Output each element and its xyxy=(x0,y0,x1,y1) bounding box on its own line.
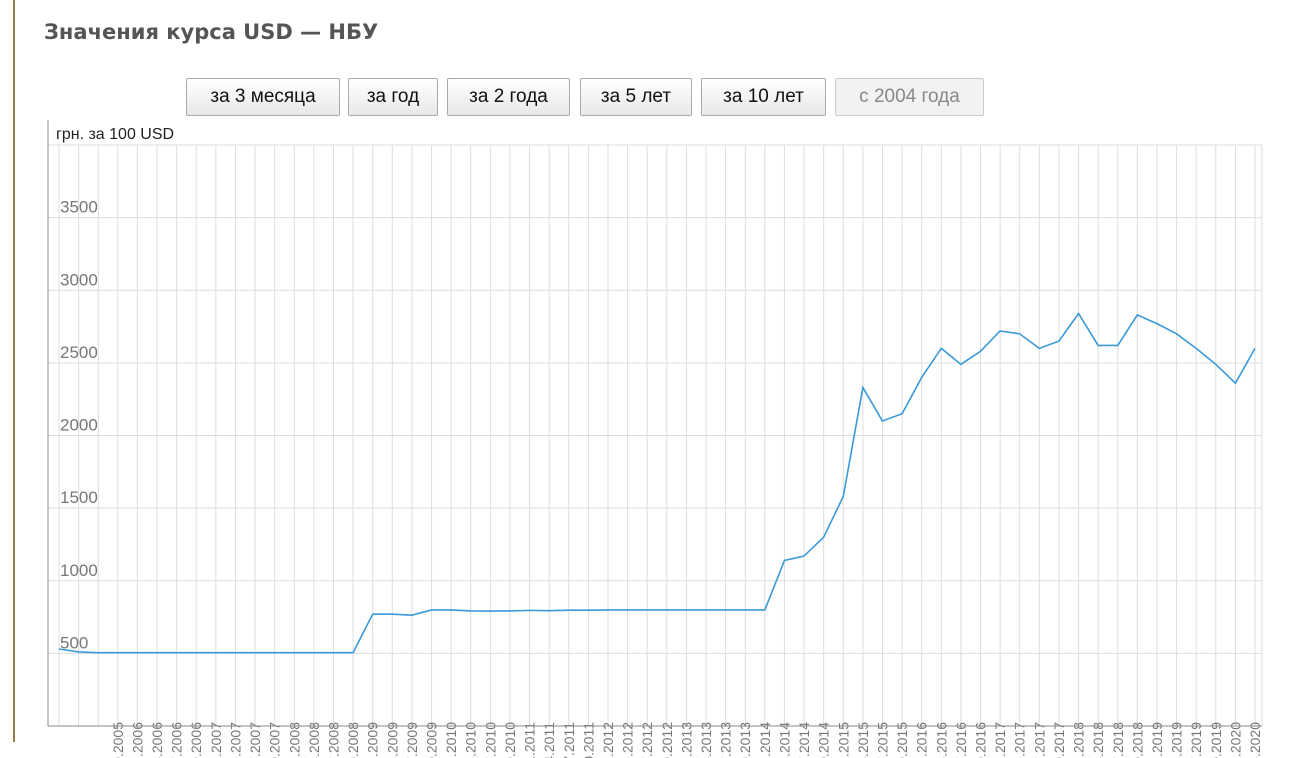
x-tick-label: 03.10.2011 xyxy=(580,722,596,758)
x-tick-label: 01.10.2007 xyxy=(267,722,283,758)
x-tick-label: 05.01.2017 xyxy=(992,722,1008,758)
y-tick-label: 2000 xyxy=(60,416,98,435)
x-tick-label: 06.01.2016 xyxy=(914,722,930,758)
x-tick-label: 01.10.2015 xyxy=(894,722,910,758)
x-tick-label: 03.01.2019 xyxy=(1149,722,1165,758)
page-title: Значения курса USD — НБУ xyxy=(44,20,379,44)
range-button[interactable]: за 2 года xyxy=(447,78,570,116)
x-tick-label: 01.10.2009 xyxy=(424,722,440,758)
x-tick-label: 01.04.2016 xyxy=(933,722,949,758)
y-axis-label: грн. за 100 USD xyxy=(56,126,174,143)
x-tick-label: 05.01.2006 xyxy=(129,722,145,758)
x-tick-label: 01.04.2010 xyxy=(463,722,479,758)
range-button[interactable]: за 3 месяца xyxy=(186,78,340,116)
x-tick-label: 01.07.2013 xyxy=(718,722,734,758)
x-tick-label: 02.04.2018 xyxy=(1090,722,1106,758)
x-tick-label: 01.01.2015 xyxy=(835,722,851,758)
x-tick-label: 01.10.2019 xyxy=(1208,722,1224,758)
y-tick-label: 3500 xyxy=(60,198,98,217)
x-tick-label: 06.01.2009 xyxy=(365,722,381,758)
x-tick-label: 16.03.2020 xyxy=(1247,722,1263,758)
x-tick-label: 01.04.2015 xyxy=(855,722,871,758)
x-tick-label: 01.10.2013 xyxy=(737,722,753,758)
x-tick-label: 01.01.2012 xyxy=(600,722,616,758)
x-tick-label: 03.07.2006 xyxy=(169,722,185,758)
data-line xyxy=(58,312,1256,654)
x-tick-label: 01.07.2010 xyxy=(482,722,498,758)
y-tick-label: 1500 xyxy=(60,488,98,507)
y-tick-label: 3000 xyxy=(60,270,98,289)
x-tick-label: 04.01.2014 xyxy=(757,722,773,758)
x-tick-label: 04.01.2018 xyxy=(1071,722,1087,758)
x-tick-label: 02.07.2018 xyxy=(1110,722,1126,758)
range-button[interactable]: за год xyxy=(348,78,438,116)
x-tick-label: 06.01.2010 xyxy=(443,722,459,758)
x-tick-label: 01.04.2013 xyxy=(698,722,714,758)
range-button[interactable]: за 10 лет xyxy=(701,78,826,116)
x-tick-label: 01.07.2011 xyxy=(561,722,577,758)
x-tick-label: 02.10.2017 xyxy=(1051,722,1067,758)
range-button: с 2004 года xyxy=(835,78,984,116)
x-tick-label: 01.07.2019 xyxy=(1188,722,1204,758)
x-tick-label: 01.07.2016 xyxy=(953,722,969,758)
y-tick-label: 1000 xyxy=(60,561,98,580)
x-tick-label: 01.10.2012 xyxy=(659,722,675,758)
x-tick-label: 01.10.2018 xyxy=(1129,722,1145,758)
x-tick-label: 01.07.2014 xyxy=(796,722,812,758)
x-tick-label: 01.04.2008 xyxy=(306,722,322,758)
x-tick-label: 01.07.2008 xyxy=(325,722,341,758)
left-border xyxy=(13,0,15,742)
x-tick-label: 03.10.2016 xyxy=(973,722,989,758)
x-tick-label: 08.01.2008 xyxy=(286,722,302,758)
x-tick-label: 01.04.2019 xyxy=(1169,722,1185,758)
x-tick-label: 02.07.2007 xyxy=(247,722,263,758)
x-tick-label: 03.04.2006 xyxy=(149,722,165,758)
y-tick-label: 500 xyxy=(60,633,88,652)
x-tick-label: 01.07.2009 xyxy=(404,722,420,758)
x-tick-label: 02.10.2006 xyxy=(188,722,204,758)
x-tick-label: 02.04.2007 xyxy=(227,722,243,758)
x-tick-label: 03.10.2005 xyxy=(110,722,126,758)
x-tick-label: 01.10.2008 xyxy=(345,722,361,758)
x-tick-label: 03.01.2013 xyxy=(678,722,694,758)
x-tick-label: 09.01.2007 xyxy=(208,722,224,758)
x-tick-label: 01.07.2015 xyxy=(874,722,890,758)
x-tick-label: 01.10.2014 xyxy=(816,722,832,758)
x-tick-label: 01.04.2014 xyxy=(776,722,792,758)
x-tick-label: 01.10.2010 xyxy=(502,722,518,758)
x-tick-label: 02.04.2012 xyxy=(620,722,636,758)
x-tick-label: 03.04.2017 xyxy=(1012,722,1028,758)
x-tick-label: 07.01.2020 xyxy=(1227,722,1243,758)
x-tick-label: 01.04.2011 xyxy=(541,722,557,758)
x-tick-label: 03.07.2017 xyxy=(1031,722,1047,758)
range-button[interactable]: за 5 лет xyxy=(580,78,692,116)
x-tick-label: 01.04.2009 xyxy=(384,722,400,758)
x-tick-label: 02.07.2012 xyxy=(639,722,655,758)
y-tick-label: 2500 xyxy=(60,343,98,362)
x-tick-label: 06.01.2011 xyxy=(522,722,538,758)
